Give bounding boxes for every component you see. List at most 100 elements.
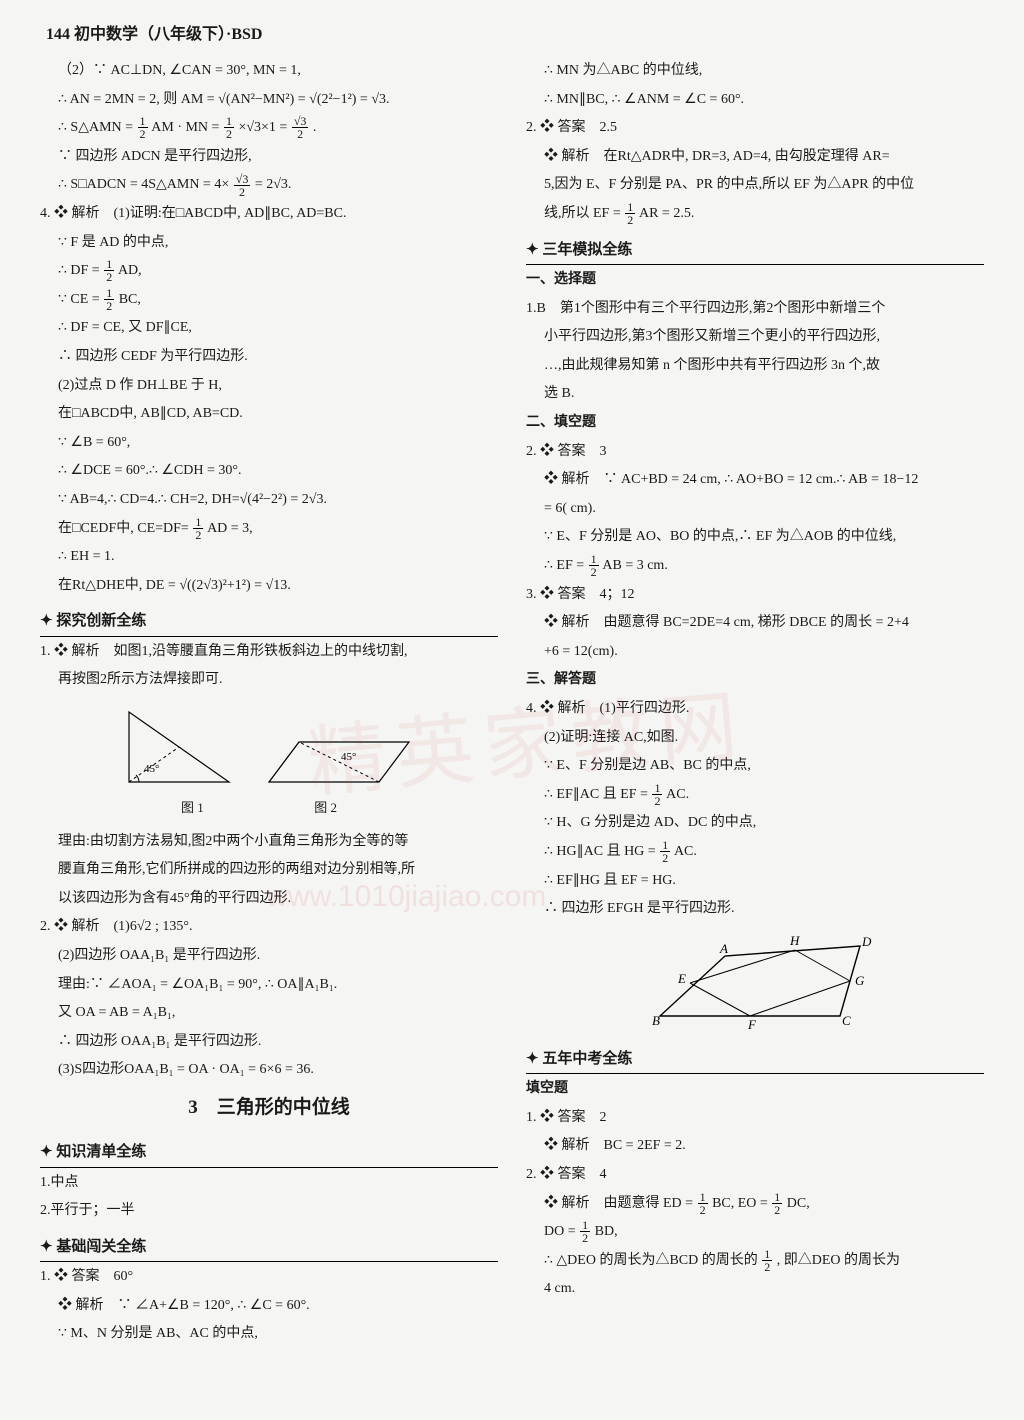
text: BC, EO = — [712, 1196, 771, 1211]
text-line: ∴ DF = 12 AD, — [40, 258, 498, 285]
text-line: 4. ❖ 解析 (1)证明:在□ABCD中, AD∥BC, AD=BC. — [40, 201, 498, 228]
svg-text:F: F — [747, 1017, 757, 1031]
svg-text:D: D — [861, 934, 872, 949]
svg-text:E: E — [677, 971, 686, 986]
text-line: ∴ 四边形 CEDF 为平行四边形. — [40, 344, 498, 371]
text: AM · MN = — [151, 120, 223, 135]
text-line: (2)证明:连接 AC,如图. — [526, 725, 984, 752]
fraction: 12 — [625, 201, 635, 226]
fraction: 12 — [104, 287, 114, 312]
text-line: ∴ S△AMN = 12 AM · MN = 12 ×√3×1 = √32 . — [40, 115, 498, 142]
text-line: 理由:由切割方法易知,图2中两个小直角三角形为全等的等 — [40, 829, 498, 856]
section-header: 知识清单全练 — [40, 1138, 498, 1168]
angle-label: 45° — [144, 763, 159, 775]
text-line: ∴ EH = 1. — [40, 544, 498, 571]
text-line: ∴ AN = 2MN = 2, 则 AM = √(AN²−MN²) = √(2²… — [40, 87, 498, 114]
left-column: （2）∵ AC⊥DN, ∠CAN = 30°, MN = 1, ∴ AN = 2… — [40, 58, 498, 1350]
text-line: ∴ MN∥BC, ∴ ∠ANM = ∠C = 60°. — [526, 87, 984, 114]
text-line: (3)S四边形OAA₁B₁ = OA · OA₁ = 6×6 = 36. — [40, 1057, 498, 1084]
figure-label: 图 1 — [137, 796, 247, 821]
text-line: 1. ❖ 答案 60° — [40, 1264, 498, 1291]
text-line: ❖ 解析 BC = 2EF = 2. — [526, 1133, 984, 1160]
text: DC, — [787, 1196, 810, 1211]
text: ×√3×1 = — [238, 120, 290, 135]
text: ❖ 解析 由题意得 ED = — [544, 1196, 697, 1211]
page-title: 初中数学（八年级下）·BSD — [74, 26, 262, 43]
text-line: 选 B. — [526, 381, 984, 408]
text: AD = 3, — [207, 521, 253, 536]
text-line: 在□CEDF中, CE=DF= 12 AD = 3, — [40, 516, 498, 543]
section-header: 五年中考全练 — [526, 1045, 984, 1075]
text-line: 在□ABCD中, AB∥CD, AB=CD. — [40, 401, 498, 428]
text-line: ∵ CE = 12 BC, — [40, 287, 498, 314]
text-line: 4 cm. — [526, 1276, 984, 1303]
text-line: 2. ❖ 解析 (1)6√2 ; 135°. — [40, 914, 498, 941]
text-line: ∵ 四边形 ADCN 是平行四边形, — [40, 144, 498, 171]
fraction: 12 — [589, 553, 599, 578]
text-line: ❖ 解析 ∵ ∠A+∠B = 120°, ∴ ∠C = 60°. — [40, 1293, 498, 1320]
svg-text:H: H — [789, 933, 800, 948]
text-line: ❖ 解析 由题意得 ED = 12 BC, EO = 12 DC, — [526, 1191, 984, 1218]
figure-triangle-diagram: 45° 45° 图 1 图 2 — [40, 702, 498, 821]
fraction: √32 — [292, 115, 309, 140]
fraction: 12 — [104, 258, 114, 283]
sub-header: 三、解答题 — [526, 667, 984, 694]
text-line: ∵ AB=4,∴ CD=4.∴ CH=2, DH=√(4²−2²) = 2√3. — [40, 487, 498, 514]
text-line: ∵ ∠B = 60°, — [40, 430, 498, 457]
text: ∴ EF = — [544, 558, 588, 573]
text-line: ∴ S□ADCN = 4S△AMN = 4× √32 = 2√3. — [40, 172, 498, 199]
fraction: 12 — [224, 115, 234, 140]
text-line: ∴ MN 为△ABC 的中位线, — [526, 58, 984, 85]
text: AB = 3 cm. — [602, 558, 667, 573]
text: 在□CEDF中, CE=DF= — [58, 521, 192, 536]
text-line: 2. ❖ 答案 4 — [526, 1162, 984, 1189]
text-line: (2)过点 D 作 DH⊥BE 于 H, — [40, 373, 498, 400]
text-line: 腰直角三角形,它们所拼成的四边形的两组对边分别相等,所 — [40, 857, 498, 884]
text-line: ∴ EF∥HG 且 EF = HG. — [526, 868, 984, 895]
fraction: 12 — [660, 839, 670, 864]
text-line: ∵ M、N 分别是 AB、AC 的中点, — [40, 1321, 498, 1348]
text: AD, — [118, 263, 142, 278]
angle-label: 45° — [341, 751, 356, 763]
text-line: 1.B 第1个图形中有三个平行四边形,第2个图形中新增三个 — [526, 296, 984, 323]
sub-header: 填空题 — [526, 1076, 984, 1103]
efgh-svg: A B C D E F G H — [630, 931, 880, 1031]
text: ∴ HG∥AC 且 HG = — [544, 844, 659, 859]
text-line: ❖ 解析 由题意得 BC=2DE=4 cm, 梯形 DBCE 的周长 = 2+4 — [526, 610, 984, 637]
text: DO = — [544, 1224, 579, 1239]
fraction: 12 — [698, 1191, 708, 1216]
fraction: 12 — [138, 115, 148, 140]
text-line: 3. ❖ 答案 4；12 — [526, 582, 984, 609]
text: ∴ DF = — [58, 263, 103, 278]
figure-parallelogram-efgh: A B C D E F G H — [526, 931, 984, 1031]
chapter-title: 3 三角形的中位线 — [40, 1090, 498, 1126]
text-line: （2）∵ AC⊥DN, ∠CAN = 30°, MN = 1, — [40, 58, 498, 85]
text: ∵ CE = — [58, 292, 103, 307]
text-line: …,由此规律易知第 n 个图形中共有平行四边形 3n 个,故 — [526, 353, 984, 380]
text-line: 4. ❖ 解析 (1)平行四边形. — [526, 696, 984, 723]
text-line: +6 = 12(cm). — [526, 639, 984, 666]
text-line: 小平行四边形,第3个图形又新增三个更小的平行四边形, — [526, 324, 984, 351]
page-number: 144 — [46, 26, 70, 43]
sub-header: 一、选择题 — [526, 267, 984, 294]
page-header: 144 初中数学（八年级下）·BSD — [40, 20, 984, 44]
text-line: ∴ △DEO 的周长为△BCD 的周长的 12 , 即△DEO 的周长为 — [526, 1248, 984, 1275]
text: ∴ △DEO 的周长为△BCD 的周长的 — [544, 1253, 758, 1268]
text: . — [313, 120, 317, 135]
text-line: 线,所以 EF = 12 AR = 2.5. — [526, 201, 984, 228]
svg-text:G: G — [855, 973, 865, 988]
text-line: 5,因为 E、F 分别是 PA、PR 的中点,所以 EF 为△APR 的中位 — [526, 172, 984, 199]
text-line: ∴ 四边形 OAA₁B₁ 是平行四边形. — [40, 1029, 498, 1056]
section-header: 三年模拟全练 — [526, 236, 984, 266]
text-line: 又 OA = AB = A₁B₁, — [40, 1000, 498, 1027]
fraction: 12 — [762, 1248, 772, 1273]
fraction: √32 — [234, 173, 251, 198]
text-line: (2)四边形 OAA₁B₁ 是平行四边形. — [40, 943, 498, 970]
fraction: 12 — [580, 1219, 590, 1244]
fraction: 12 — [652, 782, 662, 807]
text-line: 1.中点 — [40, 1170, 498, 1197]
text: ∴ S□ADCN = 4S△AMN = 4× — [58, 177, 229, 192]
text-line: ∵ H、G 分别是边 AD、DC 的中点, — [526, 810, 984, 837]
text-line: ❖ 解析 ∵ AC+BD = 24 cm, ∴ AO+BO = 12 cm.∴ … — [526, 467, 984, 494]
text-line: ∴ DF = CE, 又 DF∥CE, — [40, 315, 498, 342]
